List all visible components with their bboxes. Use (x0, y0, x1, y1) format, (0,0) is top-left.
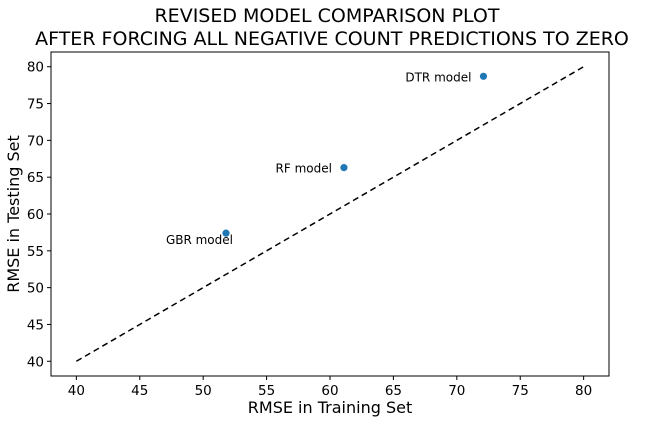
x-tick-label: 75 (512, 383, 529, 399)
data-point (479, 72, 488, 80)
data-point-label: RF model (276, 162, 332, 176)
data-point-label: GBR model (166, 233, 233, 247)
x-tick-label: 40 (68, 383, 85, 399)
x-tick-label: 50 (195, 383, 212, 399)
y-tick-label: 45 (27, 317, 44, 333)
x-axis-label: RMSE in Training Set (248, 398, 412, 417)
data-point (340, 164, 348, 172)
y-tick-label: 70 (27, 133, 44, 149)
y-tick-label: 80 (27, 60, 44, 76)
y-tick-label: 60 (27, 207, 44, 223)
y-tick-label: 65 (27, 170, 44, 186)
y-axis: 40 45 50 55 60 65 70 75 80 (27, 60, 51, 370)
y-axis-label: RMSE in Testing Set (4, 135, 23, 293)
chart-title-line-1: REVISED MODEL COMPARISON PLOT (154, 5, 499, 27)
x-tick-label: 65 (385, 383, 402, 399)
x-tick-label: 55 (258, 383, 275, 399)
y-tick-label: 55 (27, 244, 44, 260)
x-tick-label: 80 (575, 383, 592, 399)
y-tick-label: 50 (27, 281, 44, 297)
chart-title-line-2: AFTER FORCING ALL NEGATIVE COUNT PREDICT… (35, 28, 629, 50)
x-tick-label: 70 (448, 383, 465, 399)
x-tick-label: 45 (131, 383, 148, 399)
data-point (222, 229, 230, 237)
data-point-label: DTR model (405, 70, 471, 84)
data-points: DTR model RF model GBR model (166, 70, 488, 247)
y-tick-label: 40 (27, 354, 44, 370)
reference-line (75, 66, 585, 362)
x-tick-label: 60 (321, 383, 338, 399)
x-axis: 40 45 50 55 60 65 70 75 80 (68, 376, 592, 399)
y-tick-label: 75 (27, 97, 44, 113)
